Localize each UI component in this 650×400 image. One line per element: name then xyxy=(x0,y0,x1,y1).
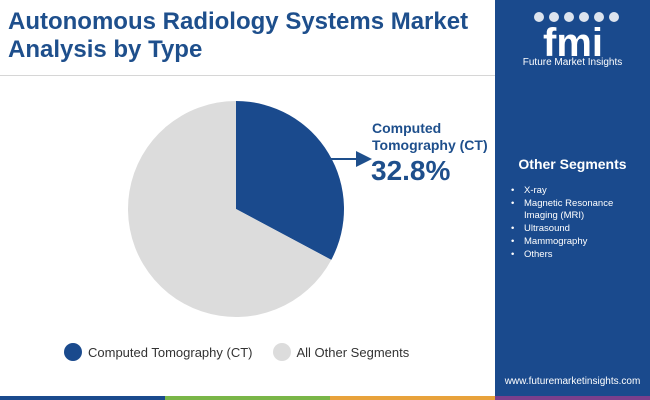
pie-slice-other xyxy=(128,101,332,317)
bottom-bar-segment xyxy=(165,396,330,400)
bottom-bar-segment xyxy=(330,396,495,400)
logo-text: fmi xyxy=(543,21,603,65)
legend-swatch-ct xyxy=(64,343,82,361)
callout-label: Computed Tomography (CT) xyxy=(372,120,488,153)
fmi-logo-icon: fmi xyxy=(534,12,619,65)
legend-swatch-other xyxy=(272,343,291,361)
callout-value: 32.8% xyxy=(371,155,451,186)
chart-legend: Computed Tomography (CT) All Other Segme… xyxy=(64,343,429,361)
legend-item-ct: Computed Tomography (CT) xyxy=(64,343,253,361)
other-segments-list: X-ray Magnetic Resonance Imaging (MRI) U… xyxy=(495,185,645,262)
legend-label-other: All Other Segments xyxy=(296,344,410,360)
title-divider xyxy=(0,75,495,76)
segment-item: Mammography xyxy=(495,236,645,248)
pie-slice-ct xyxy=(236,101,345,260)
segment-item: Ultrasound xyxy=(495,223,645,235)
website-url: www.futuremarketinsights.com xyxy=(504,376,641,387)
other-segments-title: Other Segments xyxy=(518,156,627,172)
segment-item: Others xyxy=(495,249,645,261)
legend-label-ct: Computed Tomography (CT) xyxy=(88,344,253,360)
page-title: Autonomous Radiology Systems Market Anal… xyxy=(8,8,469,63)
pie-chart xyxy=(128,101,372,317)
logo-caption: Future Market Insights xyxy=(522,57,623,68)
bottom-bar-segment xyxy=(0,396,165,400)
legend-item-other: All Other Segments xyxy=(272,343,410,361)
segment-item: Magnetic Resonance Imaging (MRI) xyxy=(495,198,645,222)
bottom-color-bar xyxy=(0,396,650,400)
segment-item: X-ray xyxy=(495,185,645,197)
bottom-bar-segment xyxy=(495,396,650,400)
sidebar-panel: fmi Future Market Insights Other Segment… xyxy=(495,0,650,400)
